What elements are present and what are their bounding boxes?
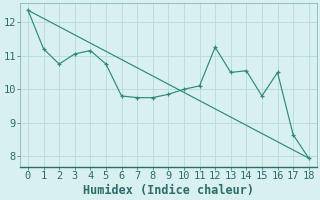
X-axis label: Humidex (Indice chaleur): Humidex (Indice chaleur)	[83, 184, 254, 197]
